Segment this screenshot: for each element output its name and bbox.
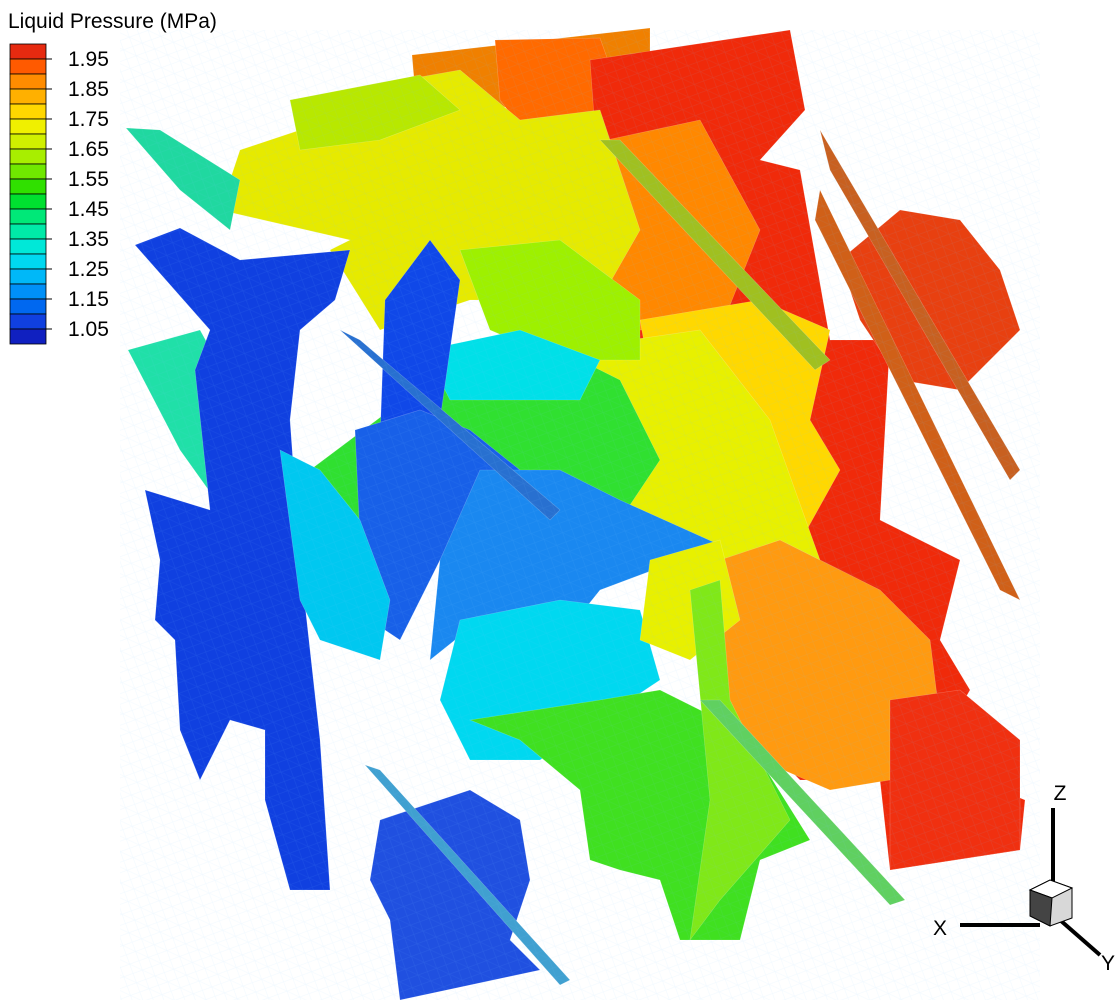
legend-swatch <box>10 149 46 164</box>
legend-swatch <box>10 164 46 179</box>
legend-swatch <box>10 329 46 344</box>
legend-label: 1.25 <box>68 258 109 281</box>
fracture-network <box>120 28 1040 1000</box>
legend-title: Liquid Pressure (MPa) <box>8 10 217 33</box>
legend-label: 1.75 <box>68 108 109 131</box>
legend-swatch <box>10 254 46 269</box>
legend-swatch <box>10 239 46 254</box>
legend-swatch <box>10 179 46 194</box>
legend-label: 1.85 <box>68 78 109 101</box>
x-label: X <box>933 917 947 940</box>
mesh-overlay <box>120 30 1040 1000</box>
legend-swatch <box>10 59 46 74</box>
legend-label: 1.15 <box>68 288 109 311</box>
legend-swatch <box>10 314 46 329</box>
legend-swatch <box>10 209 46 224</box>
z-label: Z <box>1054 782 1067 805</box>
legend-swatch <box>10 299 46 314</box>
legend-label: 1.55 <box>68 168 109 191</box>
y-label: Y <box>1101 952 1115 975</box>
legend-swatch <box>10 74 46 89</box>
legend-swatch <box>10 269 46 284</box>
legend-swatch <box>10 89 46 104</box>
legend-swatch <box>10 119 46 134</box>
legend-swatch <box>10 104 46 119</box>
legend-label: 1.65 <box>68 138 109 161</box>
legend-label: 1.45 <box>68 198 109 221</box>
legend-label: 1.35 <box>68 228 109 251</box>
legend-swatch <box>10 44 46 59</box>
legend-label: 1.05 <box>68 318 109 341</box>
legend-swatch <box>10 224 46 239</box>
page: Liquid Pressure {"legend": {"title": "Li… <box>0 0 1118 1006</box>
legend-swatch <box>10 284 46 299</box>
y-axis <box>1060 920 1100 955</box>
body: Liquid Pressure (MPa) 1.95 1.85 1.75 1.65 1.… <box>0 0 1118 1006</box>
legend-swatch <box>10 134 46 149</box>
legend-label: 1.95 <box>68 48 109 71</box>
legend-swatch <box>10 194 46 209</box>
scene: Liquid Pressure (MPa) 1.95 1.85 1.75 1.65 1.… <box>0 0 1118 1006</box>
